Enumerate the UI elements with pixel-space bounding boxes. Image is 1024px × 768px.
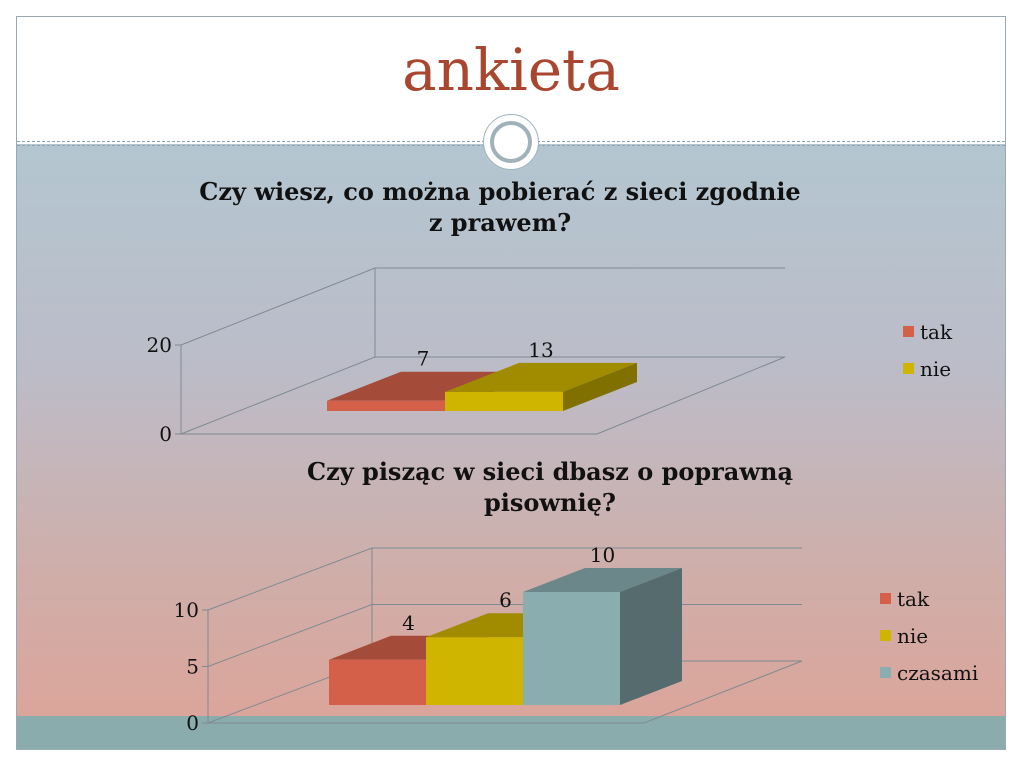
bar-nie (445, 391, 563, 411)
y-tick-label: 0 (159, 422, 172, 446)
bar-tak (327, 400, 445, 411)
floor-line (181, 356, 786, 435)
bar-top-face (327, 371, 519, 401)
legend-label: czasami (897, 660, 979, 685)
data-label: 7 (417, 347, 430, 371)
y-tick-label: 0 (186, 711, 199, 735)
chart-2-title-line-2: pisownię? (484, 488, 616, 517)
chart-1-legend: tak nie (903, 313, 952, 387)
legend-item-nie: nie (880, 617, 978, 654)
bar-top-face (523, 568, 682, 592)
chart-1-title: Czy wiesz, co można pobierać z sieci zgo… (100, 176, 900, 238)
legend-swatch (880, 667, 891, 678)
floor-line (208, 660, 803, 724)
bar-tak (329, 659, 426, 705)
legend-label: nie (897, 623, 929, 648)
legend-label: nie (920, 356, 952, 381)
data-label: 13 (528, 338, 553, 362)
chart-1-title-line-2: z prawem? (428, 208, 572, 237)
data-label: 4 (402, 611, 415, 635)
legend-item-tak: tak (880, 580, 978, 617)
circle-ornament-icon (483, 114, 539, 170)
data-label: 10 (590, 543, 615, 567)
bottom-band (17, 716, 1005, 749)
legend-label: tak (897, 586, 930, 611)
legend-item-nie: nie (903, 350, 952, 387)
legend-swatch (903, 326, 914, 337)
slide-title: ankieta (402, 36, 620, 104)
y-tick-label: 10 (174, 598, 199, 622)
bar-side-face (620, 568, 682, 705)
bar-nie (426, 637, 523, 705)
bar-top-face (445, 362, 637, 392)
bar-czasami (523, 592, 620, 705)
chart-2-title-line-1: Czy pisząc w sieci dbasz o poprawną (307, 457, 793, 486)
legend-item-czasami: czasami (880, 654, 978, 691)
legend-label: tak (920, 319, 953, 344)
legend-swatch (903, 363, 914, 374)
legend-swatch (880, 630, 891, 641)
chart-1-title-line-1: Czy wiesz, co można pobierać z sieci zgo… (199, 177, 801, 206)
y-tick-label: 5 (186, 655, 199, 679)
chart-2-title: Czy pisząc w sieci dbasz o poprawną piso… (150, 456, 950, 518)
chart-2-legend: tak nie czasami (880, 580, 978, 691)
legend-swatch (880, 593, 891, 604)
legend-item-tak: tak (903, 313, 952, 350)
data-label: 6 (499, 588, 512, 612)
bar-side-face (563, 362, 637, 411)
y-tick-label: 20 (147, 333, 172, 357)
